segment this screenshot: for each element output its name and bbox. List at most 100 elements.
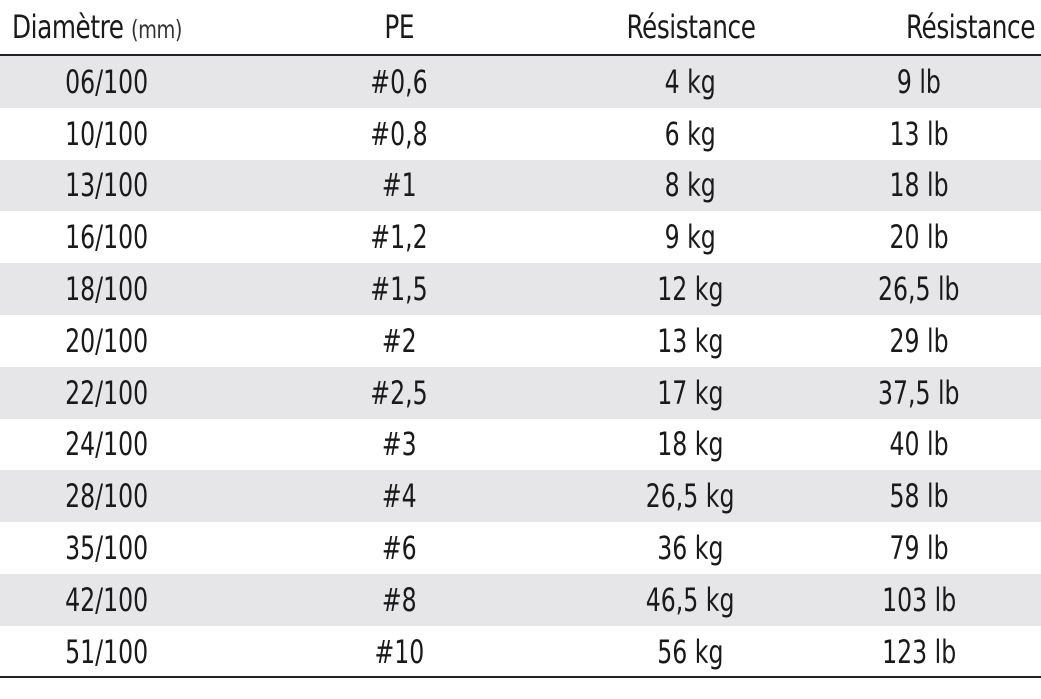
table-row: 35/100 #6 36 kg 79 lb: [0, 522, 1041, 574]
cell-pe-text: #1,5: [370, 270, 428, 309]
cell-kg-text: 46,5 kg: [646, 580, 735, 619]
header-resistance-kg-label: Résistance: [626, 8, 755, 46]
cell-pe: #8: [214, 573, 584, 626]
cell-kg: 9 kg: [584, 211, 797, 264]
cell-diameter: 13/100: [0, 159, 214, 212]
cell-diameter-text: 18/100: [65, 270, 149, 309]
cell-pe: #1,2: [214, 211, 584, 264]
cell-lb: 40 lb: [797, 418, 1041, 471]
table-body: 06/100 #0,6 4 kg 9 lb 10/100 #0,8 6 kg 1…: [0, 55, 1041, 678]
cell-kg: 17 kg: [584, 366, 797, 419]
cell-lb: 79 lb: [797, 522, 1041, 574]
cell-kg: 26,5 kg: [584, 470, 797, 523]
cell-kg-text: 36 kg: [657, 529, 724, 568]
cell-lb: 58 lb: [797, 470, 1041, 523]
cell-pe-text: #1: [381, 166, 417, 205]
cell-kg: 18 kg: [584, 418, 797, 471]
header-resistance-lb: Résistance: [797, 0, 1041, 56]
cell-pe-text: #0,6: [370, 62, 428, 101]
cell-lb-text: 18 lb: [889, 166, 949, 205]
cell-lb: 29 lb: [797, 314, 1041, 367]
cell-kg: 8 kg: [584, 159, 797, 212]
cell-diameter-text: 51/100: [65, 632, 149, 671]
cell-lb-text: 9 lb: [896, 62, 942, 101]
cell-pe-text: #2,5: [370, 373, 428, 412]
table-row: 06/100 #0,6 4 kg 9 lb: [0, 55, 1041, 108]
cell-kg-text: 26,5 kg: [646, 477, 735, 516]
cell-pe: #1: [214, 159, 584, 212]
cell-lb-text: 79 lb: [889, 529, 949, 568]
cell-pe-text: #8: [381, 580, 417, 619]
cell-pe: #0,8: [214, 107, 584, 160]
cell-pe: #10: [214, 625, 584, 678]
cell-kg: 12 kg: [584, 263, 797, 315]
cell-pe: #2: [214, 314, 584, 367]
cell-lb-text: 29 lb: [889, 321, 949, 360]
cell-diameter-text: 28/100: [65, 477, 149, 516]
cell-kg-text: 9 kg: [664, 218, 717, 257]
cell-kg-text: 4 kg: [664, 62, 717, 101]
table-row: 13/100 #1 8 kg 18 lb: [0, 159, 1041, 212]
table-row: 22/100 #2,5 17 kg 37,5 lb: [0, 366, 1041, 419]
header-pe-label: PE: [384, 8, 414, 46]
cell-diameter-text: 06/100: [65, 62, 149, 101]
cell-lb: 103 lb: [797, 573, 1041, 626]
cell-kg-text: 17 kg: [657, 373, 724, 412]
cell-lb-text: 26,5 lb: [878, 270, 960, 309]
cell-diameter: 16/100: [0, 211, 214, 264]
cell-pe: #0,6: [214, 55, 584, 108]
table-bottom-rule: [0, 676, 1041, 678]
cell-diameter-text: 10/100: [65, 114, 149, 153]
cell-lb-text: 103 lb: [881, 580, 957, 619]
header-resistance-kg: Résistance: [584, 0, 797, 56]
header-row: Diamètre (mm) PE Résistance Résistance: [0, 0, 1041, 56]
cell-kg-text: 6 kg: [664, 114, 717, 153]
cell-lb: 26,5 lb: [797, 263, 1041, 315]
cell-diameter: 20/100: [0, 314, 214, 367]
cell-pe-text: #0,8: [370, 114, 428, 153]
cell-lb-text: 58 lb: [889, 477, 949, 516]
cell-pe-text: #2: [381, 321, 417, 360]
cell-pe-text: #1,2: [370, 218, 428, 257]
table-row: 42/100 #8 46,5 kg 103 lb: [0, 573, 1041, 626]
cell-diameter: 51/100: [0, 625, 214, 678]
cell-diameter: 28/100: [0, 470, 214, 523]
cell-lb-text: 20 lb: [889, 218, 949, 257]
cell-diameter-text: 22/100: [65, 373, 149, 412]
cell-diameter-text: 20/100: [65, 321, 149, 360]
cell-kg: 56 kg: [584, 625, 797, 678]
cell-lb-text: 40 lb: [889, 425, 949, 464]
cell-kg-text: 13 kg: [657, 321, 724, 360]
cell-pe: #1,5: [214, 263, 584, 315]
cell-kg: 6 kg: [584, 107, 797, 160]
cell-diameter: 06/100: [0, 55, 214, 108]
cell-lb-text: 123 lb: [881, 632, 957, 671]
cell-kg-text: 56 kg: [657, 632, 724, 671]
cell-diameter: 22/100: [0, 366, 214, 419]
table-row: 28/100 #4 26,5 kg 58 lb: [0, 470, 1041, 523]
table-row: 20/100 #2 13 kg 29 lb: [0, 314, 1041, 367]
cell-kg-text: 8 kg: [664, 166, 717, 205]
cell-pe: #6: [214, 522, 584, 574]
cell-pe-text: #10: [374, 632, 424, 671]
table-header: Diamètre (mm) PE Résistance Résistance: [0, 0, 1041, 56]
cell-kg: 4 kg: [584, 55, 797, 108]
cell-diameter-text: 16/100: [65, 218, 149, 257]
cell-diameter: 35/100: [0, 522, 214, 574]
cell-lb-text: 13 lb: [889, 114, 949, 153]
cell-lb: 20 lb: [797, 211, 1041, 264]
cell-pe-text: #4: [381, 477, 417, 516]
cell-kg-text: 18 kg: [657, 425, 724, 464]
cell-lb: 123 lb: [797, 625, 1041, 678]
header-resistance-lb-label: Résistance: [906, 8, 1035, 46]
cell-diameter-text: 35/100: [65, 529, 149, 568]
cell-pe-text: #6: [381, 529, 417, 568]
cell-diameter: 18/100: [0, 263, 214, 315]
cell-kg: 36 kg: [584, 522, 797, 574]
cell-diameter: 10/100: [0, 107, 214, 160]
cell-lb: 13 lb: [797, 107, 1041, 160]
cell-kg: 46,5 kg: [584, 573, 797, 626]
table-row: 10/100 #0,8 6 kg 13 lb: [0, 107, 1041, 160]
cell-lb: 37,5 lb: [797, 366, 1041, 419]
